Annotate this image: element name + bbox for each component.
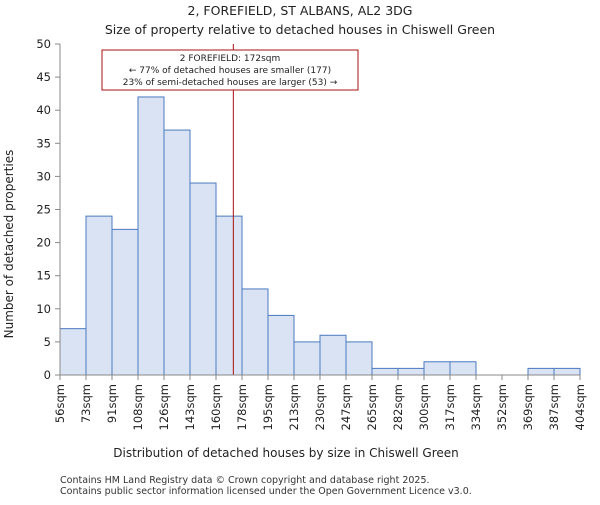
x-tick-label-108sqm: 108sqm: [131, 384, 145, 430]
chart-subtitle: Size of property relative to detached ho…: [105, 22, 495, 37]
y-ticks-group: 0 5 10 15 20 25 30 35 40 45 50: [36, 37, 60, 382]
bar-387sqm: [553, 367, 581, 376]
x-axis-label: Distribution of detached houses by size …: [113, 446, 459, 460]
x-tick-label-369sqm: 369sqm: [521, 384, 535, 430]
bar-230sqm: [319, 334, 347, 376]
x-tick-label-178sqm: 178sqm: [235, 384, 249, 430]
x-tick-label-213sqm: 213sqm: [287, 384, 301, 430]
x-tick-label-404sqm: 404sqm: [573, 384, 587, 430]
bar-213sqm: [293, 341, 321, 376]
annotation-box: 2 FOREFIELD: 172sqm ← 77% of detached ho…: [101, 49, 359, 91]
bar-369sqm: [527, 367, 555, 376]
x-tick-label-73sqm: 73sqm: [79, 384, 93, 423]
x-tick-label-56sqm: 56sqm: [53, 384, 67, 423]
bar-126sqm: [163, 129, 191, 376]
annotation-line-2: ← 77% of detached houses are smaller (17…: [129, 66, 331, 76]
bar-108sqm: [137, 96, 165, 376]
annotation-frame: [101, 49, 359, 91]
y-axis-label: Number of detached properties: [2, 150, 16, 339]
y-tick-label-5: 5: [44, 335, 51, 349]
footer-line-2: Contains public sector information licen…: [60, 486, 472, 497]
footer-line-1: Contains HM Land Registry data © Crown c…: [60, 475, 430, 486]
x-tick-label-387sqm: 387sqm: [547, 384, 561, 430]
x-tick-label-143sqm: 143sqm: [183, 384, 197, 430]
x-tick-label-230sqm: 230sqm: [313, 384, 327, 430]
x-ticks-group: 56sqm 73sqm 91sqm 108sqm 126sqm 143sqm 160sqm 1…: [53, 375, 587, 430]
y-tick-label-15: 15: [36, 269, 51, 283]
x-tick-label-300sqm: 300sqm: [417, 384, 431, 430]
y-tick-label-35: 35: [36, 136, 51, 150]
y-tick-label-30: 30: [36, 169, 51, 183]
bar-178sqm: [241, 288, 269, 376]
bar-317sqm: [449, 361, 477, 376]
x-tick-label-160sqm: 160sqm: [209, 384, 223, 430]
y-tick-label-10: 10: [36, 302, 51, 316]
annotation-line-3: 23% of semi-detached houses are larger (…: [123, 78, 338, 88]
bar-282sqm: [397, 367, 425, 376]
x-tick-label-91sqm: 91sqm: [105, 384, 119, 423]
annotation-line-1: 2 FOREFIELD: 172sqm: [180, 54, 281, 64]
bar-160sqm: [215, 215, 243, 376]
bar-195sqm: [267, 314, 295, 376]
bar-143sqm: [189, 182, 217, 376]
y-tick-label-45: 45: [36, 70, 51, 84]
x-tick-label-334sqm: 334sqm: [469, 384, 483, 430]
bar-73sqm: [85, 215, 113, 376]
bars-group: [59, 96, 581, 376]
x-tick-label-195sqm: 195sqm: [261, 384, 275, 430]
bar-56sqm: [59, 328, 87, 376]
bar-300sqm: [423, 361, 451, 376]
chart-title: 2, FOREFIELD, ST ALBANS, AL2 3DG: [188, 3, 413, 18]
y-tick-label-40: 40: [36, 103, 51, 117]
y-tick-label-50: 50: [36, 37, 51, 51]
y-tick-label-20: 20: [36, 236, 51, 250]
bar-265sqm: [371, 367, 399, 376]
x-tick-label-282sqm: 282sqm: [391, 384, 405, 430]
y-tick-label-0: 0: [44, 368, 51, 382]
x-tick-label-247sqm: 247sqm: [339, 384, 353, 430]
x-tick-label-317sqm: 317sqm: [443, 384, 457, 430]
bar-91sqm: [111, 228, 139, 376]
x-tick-label-265sqm: 265sqm: [365, 384, 379, 430]
y-tick-label-25: 25: [36, 203, 51, 217]
x-tick-label-126sqm: 126sqm: [157, 384, 171, 430]
bar-247sqm: [345, 341, 373, 376]
x-tick-label-352sqm: 352sqm: [495, 384, 509, 430]
